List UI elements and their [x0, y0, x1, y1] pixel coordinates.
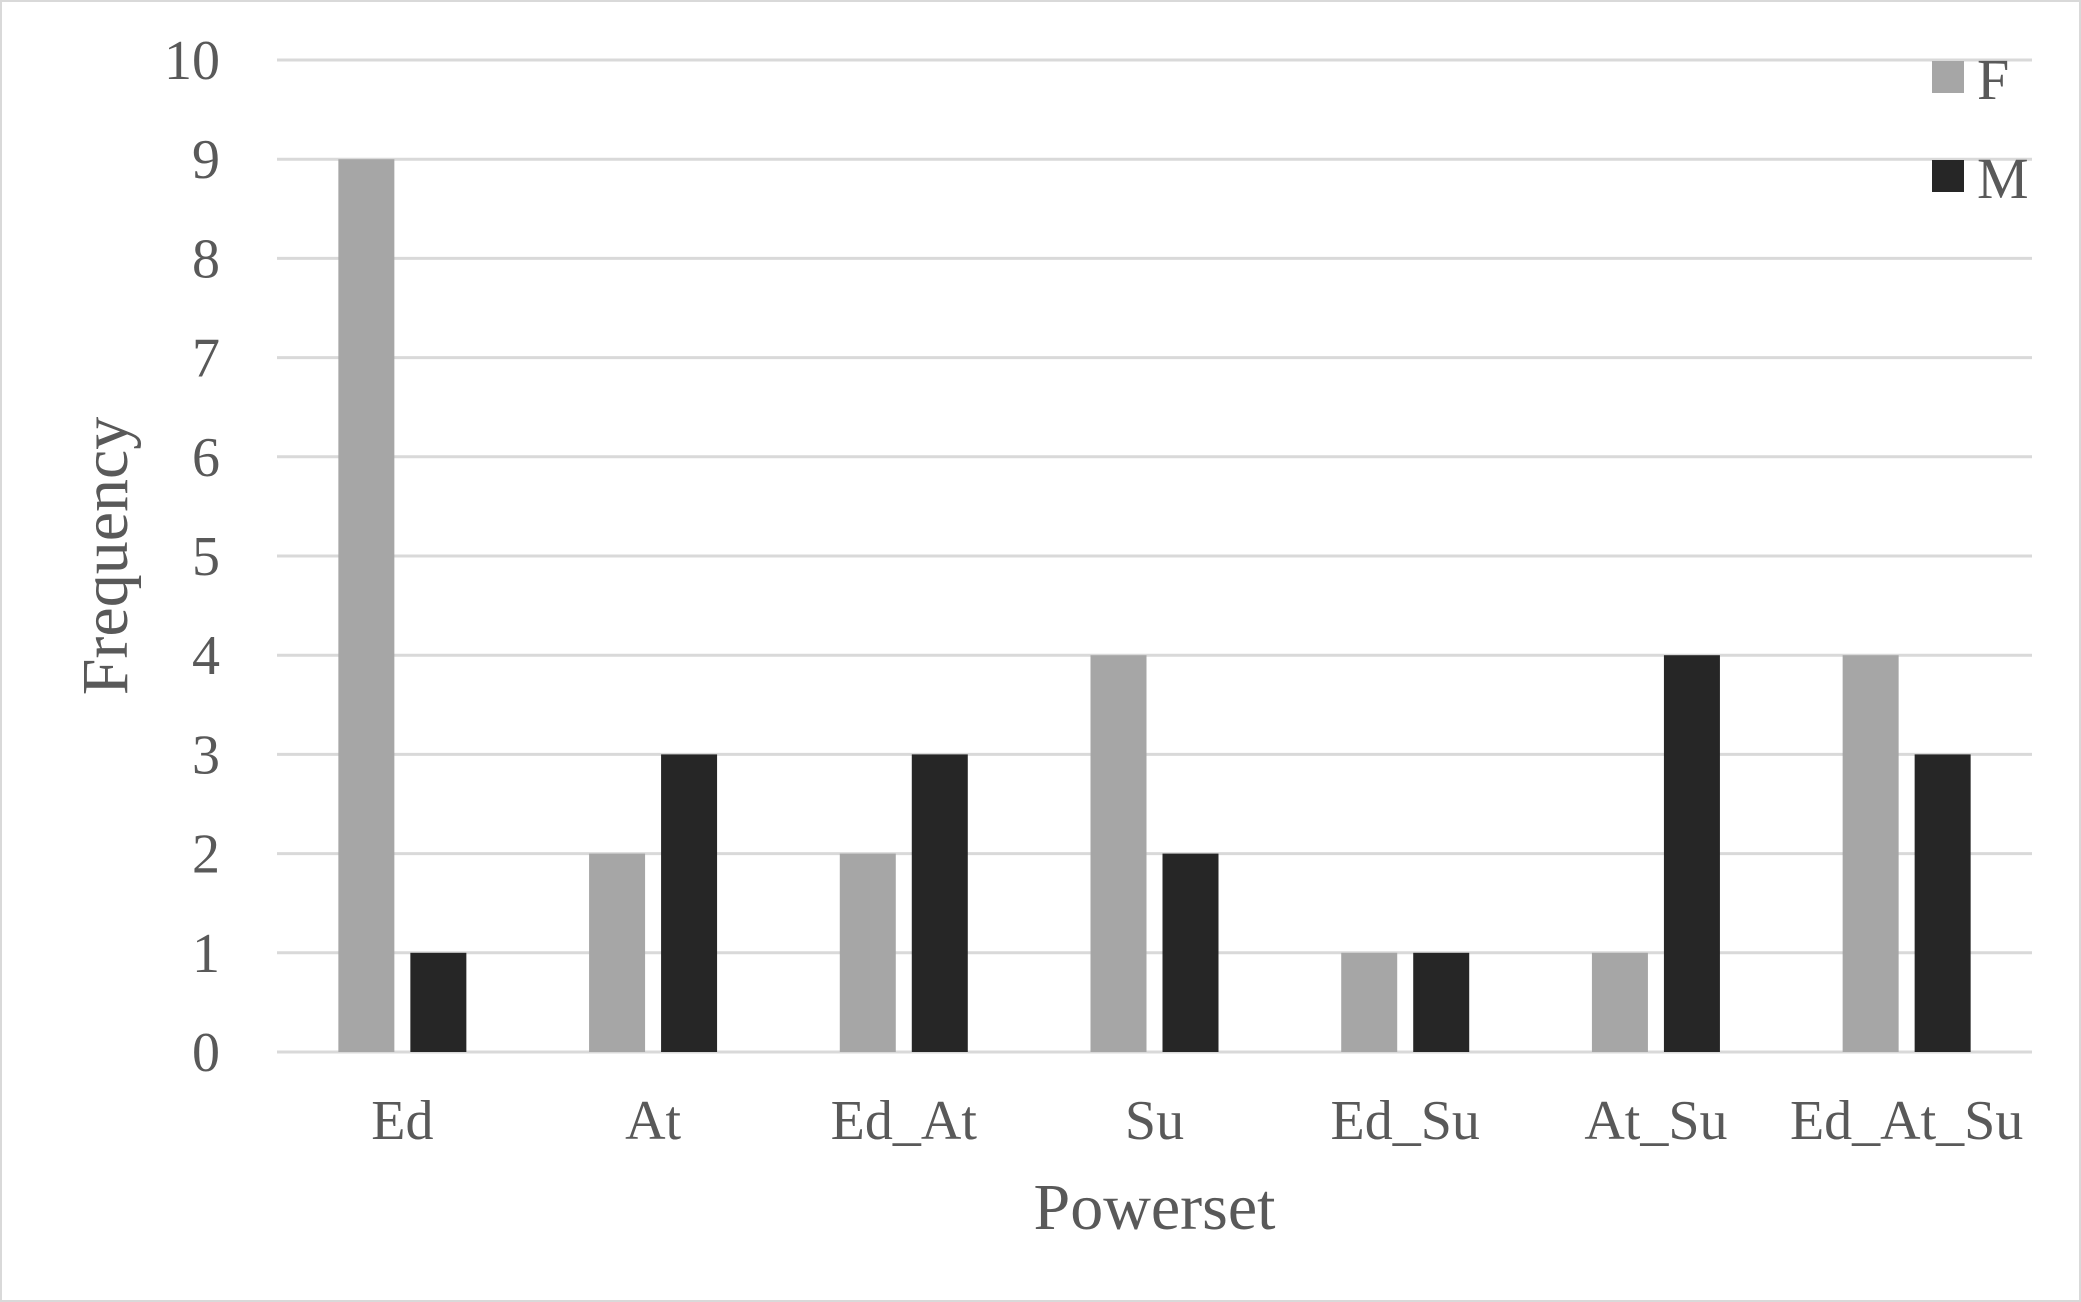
y-tick-label: 9	[192, 129, 220, 191]
x-tick-labels: Ed At Ed_At Su Ed_Su At_Su Ed_At_Su	[371, 1090, 2023, 1152]
x-tick-label: Ed	[371, 1090, 433, 1152]
bars	[338, 159, 1971, 1052]
y-tick-label: 7	[192, 328, 220, 390]
y-tick-label: 8	[192, 228, 220, 290]
x-tick-label: Ed_Su	[1331, 1090, 1480, 1152]
bar-f-ed-at	[839, 853, 896, 1052]
bar-m-ed-at	[911, 754, 968, 1052]
y-tick-label: 2	[192, 824, 220, 886]
y-tick-label: 6	[192, 427, 220, 489]
y-axis-title: Frequency	[69, 417, 142, 696]
bar-m-su	[1162, 853, 1219, 1052]
bar-f-at-su	[1591, 952, 1648, 1052]
x-axis-title: Powerset	[1034, 1171, 1276, 1244]
legend-label-m: M	[1977, 146, 2029, 211]
legend: FM	[1932, 47, 2029, 211]
x-tick-label: Ed_At_Su	[1790, 1090, 2023, 1152]
bar-f-ed-at-su	[1842, 655, 1899, 1052]
x-tick-label: Su	[1125, 1090, 1184, 1152]
bar-m-at	[661, 754, 718, 1052]
y-tick-label: 0	[192, 1022, 220, 1084]
bar-m-at-su	[1663, 655, 1720, 1052]
y-tick-label: 10	[164, 30, 220, 92]
x-tick-label: Ed_At	[831, 1090, 978, 1152]
bar-f-at	[589, 853, 646, 1052]
y-tick-label: 1	[192, 923, 220, 985]
bar-f-ed	[338, 159, 395, 1052]
y-tick-label: 5	[192, 526, 220, 588]
legend-swatch-m	[1932, 160, 1964, 192]
x-tick-label: At_Su	[1584, 1090, 1727, 1152]
bar-m-ed	[410, 952, 467, 1052]
gridlines	[277, 58, 2032, 1054]
legend-swatch-f	[1932, 61, 1964, 93]
y-tick-label: 3	[192, 724, 220, 786]
bar-f-su	[1090, 655, 1147, 1052]
bar-f-ed-su	[1341, 952, 1398, 1052]
y-tick-labels: 0 1 2 3 4 5 6 7 8 9 10	[164, 30, 220, 1084]
legend-label-f: F	[1977, 47, 2009, 112]
bar-m-ed-at-su	[1914, 754, 1971, 1052]
bar-m-ed-su	[1413, 952, 1470, 1052]
y-tick-label: 4	[192, 625, 220, 687]
x-tick-label: At	[625, 1090, 681, 1152]
